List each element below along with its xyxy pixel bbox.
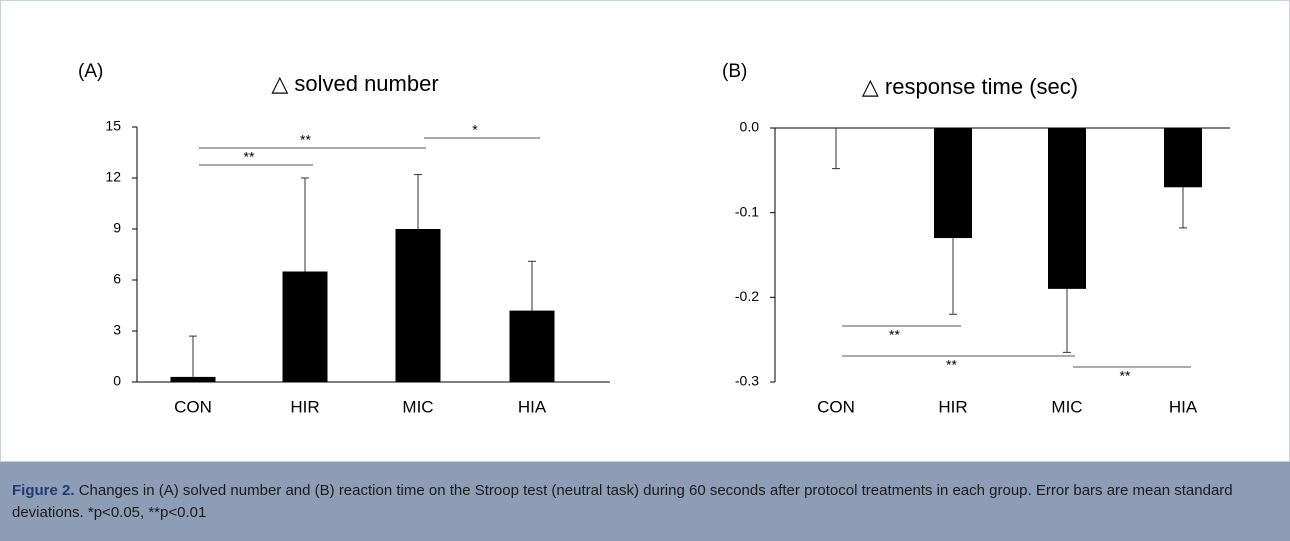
x-tick-label: HIA	[1169, 397, 1198, 416]
bar	[395, 229, 441, 382]
x-tick-label: CON	[817, 397, 855, 416]
y-tick-label: -0.1	[735, 203, 759, 219]
y-tick-label: 12	[105, 169, 121, 185]
y-tick-label: 3	[113, 322, 121, 338]
y-tick-label: 9	[113, 220, 121, 236]
caption-text: Changes in (A) solved number and (B) rea…	[12, 482, 1233, 521]
x-tick-label: MIC	[1051, 397, 1082, 416]
y-tick-label: 0	[113, 373, 121, 389]
y-tick-label: 6	[113, 271, 121, 287]
significance-label: **	[244, 149, 255, 165]
bar	[1164, 128, 1202, 188]
frame	[0, 0, 1290, 462]
y-tick-label: 15	[105, 118, 121, 134]
x-tick-label: HIR	[938, 397, 967, 416]
chart-title: △ solved number	[271, 71, 438, 96]
bar	[1048, 128, 1086, 289]
bar	[509, 310, 555, 382]
chart-title: △ response time (sec)	[862, 74, 1078, 99]
bar	[170, 376, 216, 382]
caption: Figure 2. Changes in (A) solved number a…	[0, 462, 1290, 541]
bar	[282, 271, 328, 382]
significance-label: **	[946, 357, 957, 373]
x-tick-label: CON	[174, 397, 212, 416]
y-tick-label: -0.2	[735, 288, 759, 304]
significance-label: **	[889, 327, 900, 343]
significance-label: **	[1120, 368, 1131, 384]
bar	[934, 128, 972, 239]
x-tick-label: HIA	[518, 397, 547, 416]
y-tick-label: 0.0	[740, 119, 760, 135]
caption-label: Figure 2.	[12, 482, 75, 499]
panel-label: (A)	[78, 61, 103, 82]
significance-label: **	[300, 132, 311, 148]
y-tick-label: -0.3	[735, 373, 759, 389]
x-tick-label: MIC	[402, 397, 433, 416]
x-tick-label: HIR	[290, 397, 319, 416]
panel-label: (B)	[722, 61, 747, 82]
significance-label: *	[472, 122, 478, 138]
